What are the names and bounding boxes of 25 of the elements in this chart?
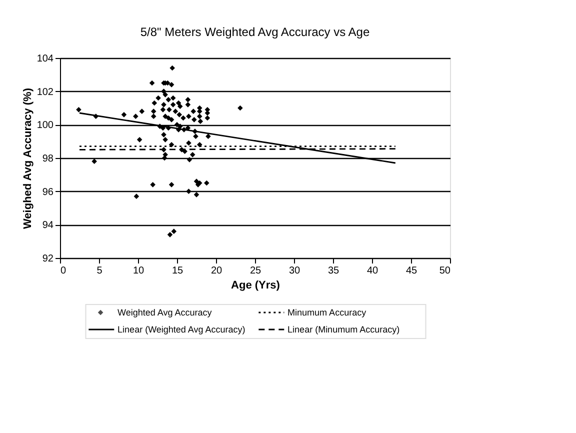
chart-title: 5/8" Meters Weighted Avg Accuracy vs Age bbox=[140, 25, 370, 39]
x-tick-label: 5 bbox=[96, 266, 103, 276]
x-tick-label: 40 bbox=[366, 266, 378, 276]
y-tick-label: 94 bbox=[42, 220, 54, 232]
x-tick-label: 35 bbox=[328, 266, 340, 276]
x-tick-label: 10 bbox=[132, 266, 144, 276]
legend-label: Linear (Minumum Accuracy) bbox=[288, 324, 400, 334]
x-tick-label: 25 bbox=[250, 266, 262, 276]
x-tick-label: 20 bbox=[210, 266, 222, 276]
y-tick-label: 96 bbox=[42, 186, 54, 198]
y-tick-label: 102 bbox=[36, 86, 54, 98]
legend-label: Weighted Avg Accuracy bbox=[118, 308, 212, 318]
legend-label: Minumum Accuracy bbox=[288, 308, 367, 318]
y-axis-title: Weighed Avg Accuracy (%) bbox=[22, 88, 34, 229]
x-tick-label: 0 bbox=[60, 266, 66, 276]
legend-label: Linear (Weighted Avg Accuracy) bbox=[118, 324, 246, 334]
x-tick-label: 15 bbox=[172, 266, 184, 276]
x-tick-label: 45 bbox=[406, 266, 418, 276]
y-tick-label: 100 bbox=[36, 120, 54, 132]
x-axis-title: Age (Yrs) bbox=[231, 280, 280, 292]
y-tick-label: 104 bbox=[36, 54, 54, 64]
y-tick-label: 92 bbox=[42, 254, 54, 264]
y-tick-label: 98 bbox=[42, 154, 54, 164]
x-tick-label: 30 bbox=[288, 266, 300, 276]
x-tick-label: 50 bbox=[439, 266, 451, 276]
